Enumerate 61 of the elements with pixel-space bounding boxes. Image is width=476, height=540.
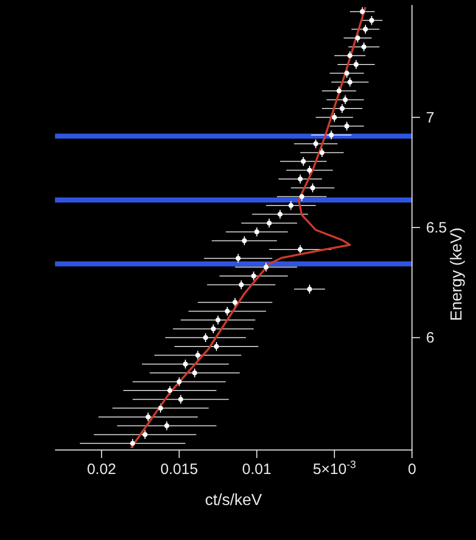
point xyxy=(242,238,247,244)
point xyxy=(167,388,172,394)
point xyxy=(236,256,241,261)
point xyxy=(362,26,368,32)
point xyxy=(298,247,303,252)
x-tick-label: 0.02 xyxy=(86,461,116,478)
point xyxy=(224,308,230,314)
point xyxy=(232,300,238,305)
point xyxy=(195,352,200,358)
x-tick-label: 5×10$^{-3}$ xyxy=(312,459,356,478)
point xyxy=(307,168,312,173)
point xyxy=(354,62,359,67)
point xyxy=(298,176,303,182)
point xyxy=(215,318,220,323)
x-tick-label: 0.01 xyxy=(242,461,272,478)
point xyxy=(176,379,182,384)
point xyxy=(310,185,316,190)
point xyxy=(299,194,304,200)
y-tick-label: 6.5 xyxy=(426,220,447,236)
point xyxy=(203,335,208,340)
point xyxy=(300,158,306,164)
point xyxy=(158,406,164,411)
point xyxy=(142,432,148,438)
point xyxy=(332,114,337,120)
point xyxy=(369,18,374,23)
point xyxy=(130,440,136,446)
point xyxy=(210,326,216,332)
line-series xyxy=(130,6,366,449)
point xyxy=(336,88,342,94)
point xyxy=(355,36,360,41)
point xyxy=(278,212,283,217)
point xyxy=(307,286,312,292)
point xyxy=(340,106,345,112)
point xyxy=(313,141,318,146)
point xyxy=(342,97,348,102)
point xyxy=(164,423,170,428)
point xyxy=(360,9,365,14)
x-axis-title: ct/s/keV xyxy=(205,492,262,509)
y-tick-label: 6 xyxy=(426,330,434,347)
point xyxy=(344,70,350,76)
point xyxy=(319,150,324,156)
point xyxy=(146,414,151,420)
point xyxy=(192,370,198,376)
x-tick-label: 0 xyxy=(408,461,416,478)
y-axis-title: Energy (keV) xyxy=(448,228,466,321)
y-tick-label: 7 xyxy=(426,109,434,126)
point xyxy=(344,124,350,129)
point xyxy=(347,80,352,85)
point xyxy=(328,132,334,138)
point xyxy=(238,282,244,288)
point xyxy=(214,344,219,349)
point xyxy=(347,53,352,58)
point xyxy=(254,229,260,234)
x-tick-label: 0.015 xyxy=(160,461,198,478)
point xyxy=(361,44,366,50)
point xyxy=(288,202,294,208)
point xyxy=(251,273,256,278)
point xyxy=(178,396,184,402)
point xyxy=(266,220,272,226)
point xyxy=(264,264,269,270)
point xyxy=(182,362,188,367)
